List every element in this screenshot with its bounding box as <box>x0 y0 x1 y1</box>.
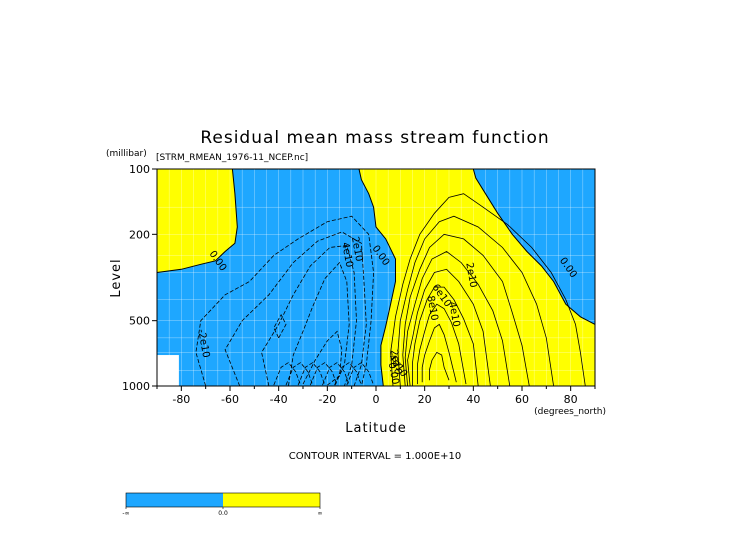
y-tick-label: 200 <box>129 228 150 241</box>
zero-contours <box>156 168 596 387</box>
y-tick-label: 1000 <box>122 380 150 393</box>
x-units-label: (degrees_north) <box>534 407 606 417</box>
colorbar-positive-swatch <box>223 493 320 507</box>
positive-contour-line <box>421 323 457 383</box>
positive-contour-line <box>407 268 491 387</box>
positive-contour-line <box>404 251 511 387</box>
colorbar-negative-swatch <box>126 493 223 507</box>
contour-label: 8e10 <box>424 295 439 322</box>
contour-label: -2e10 <box>195 328 211 358</box>
contour-label: 2e10 <box>388 349 403 376</box>
x-tick-label: -60 <box>221 393 239 406</box>
negative-contours <box>195 215 375 387</box>
x-tick-label: 20 <box>418 393 432 406</box>
colorbar-label: -∞ <box>122 510 129 517</box>
x-axis-label: Latitude <box>345 421 407 436</box>
positive-contour-line <box>412 286 479 387</box>
negative-contour-line <box>309 362 338 386</box>
colorbar: -∞ 0.0 ∞ <box>122 492 323 517</box>
positive-contour-line <box>390 193 586 387</box>
x-tick-label: -20 <box>318 393 336 406</box>
y-tick-label: 100 <box>129 163 150 176</box>
contour-label: 4e10 <box>446 301 461 328</box>
negative-contour-line <box>288 261 350 387</box>
positive-contour-line <box>416 303 467 385</box>
colorbar-label: ∞ <box>318 510 323 517</box>
x-tick-label: 60 <box>515 393 529 406</box>
zero-contour-line <box>156 168 238 273</box>
x-tick-label: -80 <box>172 393 190 406</box>
chart-title: Residual mean mass stream function <box>200 128 549 148</box>
positive-contour-line <box>402 233 530 387</box>
negative-contour-line <box>285 362 314 386</box>
contour-label: 2e10 <box>463 262 478 289</box>
positive-region-northern <box>359 169 595 386</box>
contour-label: 4e10 <box>339 242 354 269</box>
x-tick-label: 0 <box>373 393 380 406</box>
x-tick-label: 80 <box>564 393 578 406</box>
contour-interval-text: CONTOUR INTERVAL = 1.000E+10 <box>289 451 461 462</box>
negative-contour-line <box>273 362 301 386</box>
grid-lines <box>156 169 596 386</box>
x-tick-label: -40 <box>270 393 288 406</box>
negative-contour-line <box>273 313 287 339</box>
positive-contours <box>390 193 586 387</box>
y-units-label: (millibar) <box>106 149 147 159</box>
y-tick-label: 500 <box>129 315 150 328</box>
dataset-label: [STRM_RMEAN_1976-11_NCEP.nc] <box>156 153 308 163</box>
negative-contour-line <box>302 330 343 386</box>
positive-contour-line <box>397 215 554 387</box>
positive-contour-line <box>429 351 450 381</box>
positive-region-southern <box>157 169 238 273</box>
negative-contour-line <box>224 231 367 387</box>
negative-contour-line <box>334 362 362 386</box>
contour-label: 2e10 <box>349 236 364 263</box>
negative-contour-line <box>261 244 357 387</box>
contour-label: 0.00 <box>386 362 401 386</box>
zero-contour-line <box>358 168 396 387</box>
colorbar-label: 0.0 <box>218 510 228 517</box>
zero-contour-line <box>472 168 596 325</box>
negative-contour-line <box>297 362 326 386</box>
y-axis-label: Level <box>109 258 124 297</box>
x-tick-label: 40 <box>466 393 480 406</box>
negative-contour-line <box>195 215 375 387</box>
axes: -80 -60 -40 -20 0 20 40 60 80 100 200 500 1000 <box>122 163 596 406</box>
negative-contour-line <box>322 362 350 386</box>
negative-contour-line <box>346 362 374 386</box>
